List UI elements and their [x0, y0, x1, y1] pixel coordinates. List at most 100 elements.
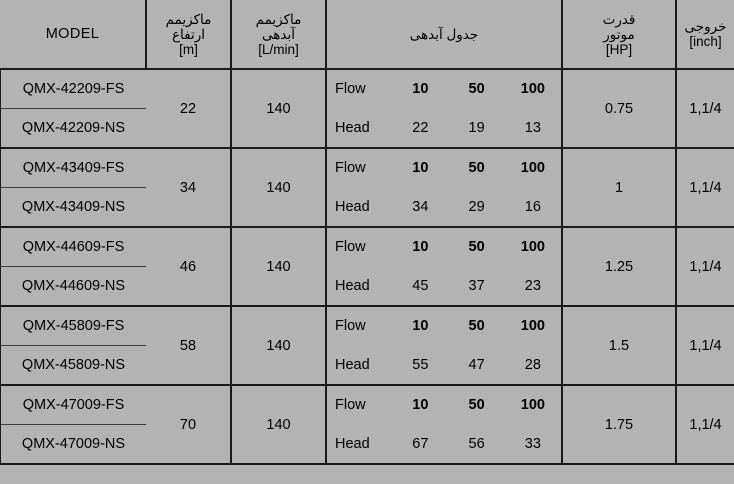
flow-series: Flow 10 50 100	[327, 386, 561, 424]
cell-flow-row: Flow 10 50 100	[326, 227, 563, 267]
flow-value: 50	[468, 81, 485, 98]
cell-motor-power: 1.25	[562, 227, 677, 307]
flow-value: 10	[412, 397, 429, 414]
table-row: Head 22 19 13 QMX-42209-NS	[0, 108, 734, 149]
cell-max-flow: 140	[231, 148, 327, 228]
cell-model: QMX-45809-NS	[0, 345, 146, 386]
head-value: 45	[412, 277, 429, 294]
header-curve-title: جدول آبدهی	[409, 26, 479, 42]
header-motor-power-line1: قدرت	[602, 11, 636, 27]
cell-outlet: 1,1/4	[676, 227, 734, 307]
header-model: MODEL	[0, 0, 147, 70]
cell-max-head: 22	[146, 69, 232, 149]
table-row: 1,1/4 1.25 Flow 10 50 100 140 46 QMX-44609-FS	[0, 227, 734, 307]
head-series: Head 34 29 16	[327, 188, 561, 226]
flow-value: 10	[412, 239, 429, 256]
cell-head-row: Head 45 37 23	[326, 266, 563, 307]
flow-value: 50	[468, 239, 485, 256]
flow-value: 10	[412, 81, 429, 98]
flow-series: Flow 10 50 100	[327, 149, 561, 187]
header-max-flow-line1: ماکزیمم	[255, 11, 302, 27]
flow-label: Flow	[335, 239, 366, 256]
table-body: 1,1/4 0.75 Flow 10 50 100 140 22 QMX-42209-FS Hea…	[0, 69, 734, 465]
header-max-head-line2: ارتفاع	[171, 26, 206, 42]
flow-label: Flow	[335, 160, 366, 177]
pump-specification-table: خروجی [inch] قدرت موتور [HP] جدول آبدهی …	[0, 0, 734, 465]
head-value: 33	[524, 435, 541, 452]
flow-label: Flow	[335, 318, 366, 335]
head-value: 28	[524, 356, 541, 373]
head-value: 16	[524, 198, 541, 215]
cell-motor-power: 1.5	[562, 306, 677, 386]
cell-outlet: 1,1/4	[676, 148, 734, 228]
table-row: 1,1/4 1.75 Flow 10 50 100 140 70 QMX-47009-FS	[0, 385, 734, 465]
cell-max-head: 46	[146, 227, 232, 307]
cell-outlet: 1,1/4	[676, 306, 734, 386]
cell-flow-row: Flow 10 50 100	[326, 306, 563, 346]
flow-series: Flow 10 50 100	[327, 307, 561, 345]
head-value: 29	[468, 198, 485, 215]
cell-max-flow: 140	[231, 385, 327, 465]
cell-outlet: 1,1/4	[676, 385, 734, 465]
head-value: 22	[412, 119, 429, 136]
flow-value: 50	[468, 160, 485, 177]
cell-max-flow: 140	[231, 69, 327, 149]
head-series: Head 22 19 13	[327, 109, 561, 147]
head-label: Head	[335, 198, 370, 215]
table-row: 1,1/4 1.5 Flow 10 50 100 140 58 QMX-45809-FS	[0, 306, 734, 386]
head-value: 47	[468, 356, 485, 373]
flow-value: 100	[520, 318, 545, 335]
cell-model: QMX-43409-NS	[0, 187, 146, 228]
cell-head-row: Head 55 47 28	[326, 345, 563, 386]
spec-sheet: خروجی [inch] قدرت موتور [HP] جدول آبدهی …	[0, 0, 734, 465]
header-outlet: خروجی [inch]	[676, 0, 734, 70]
flow-series: Flow 10 50 100	[327, 228, 561, 266]
flow-label: Flow	[335, 81, 366, 98]
flow-value: 10	[412, 160, 429, 177]
cell-max-head: 70	[146, 385, 232, 465]
cell-model: QMX-45809-FS	[0, 306, 146, 346]
cell-max-flow: 140	[231, 227, 327, 307]
cell-motor-power: 1.75	[562, 385, 677, 465]
flow-value: 100	[520, 160, 545, 177]
header-row: خروجی [inch] قدرت موتور [HP] جدول آبدهی …	[0, 0, 734, 70]
header-max-flow-unit: [L/min]	[258, 41, 299, 57]
header-max-head-line1: ماکزیمم	[165, 11, 212, 27]
head-value: 34	[412, 198, 429, 215]
cell-flow-row: Flow 10 50 100	[326, 69, 563, 109]
flow-value: 100	[520, 81, 545, 98]
head-value: 67	[412, 435, 429, 452]
header-motor-power: قدرت موتور [HP]	[562, 0, 677, 70]
flow-value: 100	[520, 397, 545, 414]
table-row: 1,1/4 0.75 Flow 10 50 100 140 22 QMX-42209-FS	[0, 69, 734, 149]
table-row: 1,1/4 1 Flow 10 50 100 140 34 QMX-43409-FS	[0, 148, 734, 228]
flow-series: Flow 10 50 100	[327, 70, 561, 108]
head-value: 56	[468, 435, 485, 452]
head-series: Head 55 47 28	[327, 346, 561, 384]
cell-model: QMX-43409-FS	[0, 148, 146, 188]
cell-model: QMX-47009-FS	[0, 385, 146, 425]
head-value: 37	[468, 277, 485, 294]
cell-model: QMX-42209-FS	[0, 69, 146, 109]
head-label: Head	[335, 119, 370, 136]
table-row: Head 34 29 16 QMX-43409-NS	[0, 187, 734, 228]
head-value: 55	[412, 356, 429, 373]
flow-value: 10	[412, 318, 429, 335]
header-max-flow: ماکزیمم آبدهی [L/min]	[231, 0, 327, 70]
header-motor-power-unit: [HP]	[605, 41, 633, 57]
header-model-title: MODEL	[45, 26, 100, 42]
head-value: 19	[468, 119, 485, 136]
cell-outlet: 1,1/4	[676, 69, 734, 149]
head-series: Head 67 56 33	[327, 425, 561, 463]
cell-model: QMX-44609-NS	[0, 266, 146, 307]
table-row: Head 45 37 23 QMX-44609-NS	[0, 266, 734, 307]
cell-flow-row: Flow 10 50 100	[326, 148, 563, 188]
cell-model: QMX-44609-FS	[0, 227, 146, 267]
table-row: Head 67 56 33 QMX-47009-NS	[0, 424, 734, 465]
head-label: Head	[335, 435, 370, 452]
header-curve: جدول آبدهی	[326, 0, 563, 70]
cell-flow-row: Flow 10 50 100	[326, 385, 563, 425]
cell-head-row: Head 22 19 13	[326, 108, 563, 149]
table-row: Head 55 47 28 QMX-45809-NS	[0, 345, 734, 386]
flow-label: Flow	[335, 397, 366, 414]
